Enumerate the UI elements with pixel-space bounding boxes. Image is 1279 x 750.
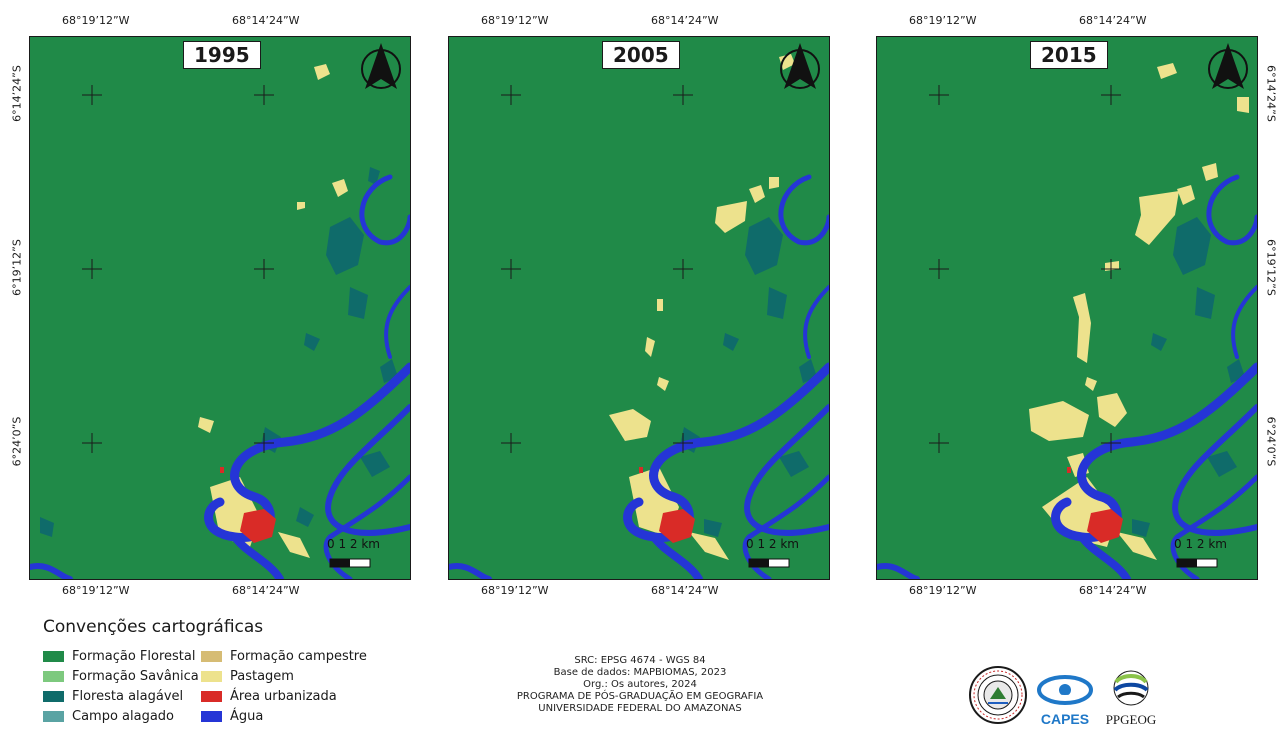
ppgeog-wordmark: PPGEOG	[1106, 712, 1157, 727]
scale-bar	[329, 558, 371, 568]
land-cover-map	[30, 37, 410, 579]
legend-swatch	[43, 690, 64, 702]
north-arrow-icon	[361, 43, 401, 89]
land-cover-map	[449, 37, 829, 579]
map-frame: 1995 0 1 2 km	[29, 36, 411, 580]
map-credits: SRC: EPSG 4674 - WGS 84 Base de dados: M…	[480, 655, 800, 715]
credit-database: Base de dados: MAPBIOMAS, 2023	[553, 667, 727, 678]
legend-item-campo-alagado: Campo alagado	[43, 707, 174, 725]
legend-swatch	[43, 710, 64, 722]
lon-label-top-2: 68°14’24”W	[1079, 14, 1147, 27]
legend-swatch	[43, 670, 64, 682]
legend-swatch	[201, 650, 222, 662]
legend-label: Formação Florestal	[72, 648, 196, 664]
legend-item-pastagem: Pastagem	[201, 667, 294, 685]
legend-label: Campo alagado	[72, 708, 175, 724]
map-panel-1995: 68°19’12”W 68°14’24”W	[11, 0, 449, 605]
legend-label: Formação Savânica	[72, 668, 199, 684]
lat-label-right-1: 6°14’24”S	[1264, 65, 1278, 122]
lon-label-bottom-1: 68°19’12”W	[909, 584, 977, 597]
legend-label: Área urbanizada	[230, 688, 337, 704]
lon-label-bottom-2: 68°14’24”W	[651, 584, 719, 597]
lon-label-bottom-1: 68°19’12”W	[62, 584, 130, 597]
legend-item-formacao-florestal: Formação Florestal	[43, 647, 195, 665]
map-frame: 2005 0 1 2 km	[448, 36, 830, 580]
lon-label-bottom-2: 68°14’24”W	[232, 584, 300, 597]
credit-program: PROGRAMA DE PÓS-GRADUAÇÃO EM GEOGRAFIA	[516, 691, 764, 702]
year-label: 2015	[1030, 41, 1108, 69]
lon-label-top-1: 68°19’12”W	[909, 14, 977, 27]
legend-swatch	[201, 710, 222, 722]
north-arrow-icon	[780, 43, 820, 89]
lon-label-bottom-2: 68°14’24”W	[1079, 584, 1147, 597]
legend-item-area-urbanizada: Área urbanizada	[201, 687, 337, 705]
scale-bar	[1176, 558, 1218, 568]
legend-item-floresta-alagavel: Floresta alagável	[43, 687, 183, 705]
scale-label: 0 1 2 km	[327, 537, 380, 551]
legend-title: Convenções cartográficas	[43, 617, 264, 637]
legend-label: Floresta alagável	[72, 688, 184, 704]
urban-area	[1087, 509, 1123, 543]
legend-item-agua: Água	[201, 707, 263, 725]
north-arrow-icon	[1208, 43, 1248, 89]
scale-label: 0 1 2 km	[1174, 537, 1227, 551]
legend-item-formacao-savanica: Formação Savânica	[43, 667, 199, 685]
legend-swatch	[43, 650, 64, 662]
lat-label-left-1: 6°14’24”S	[10, 65, 24, 122]
credit-src: SRC: EPSG 4674 - WGS 84	[574, 655, 706, 666]
scale-label: 0 1 2 km	[746, 537, 799, 551]
capes-wordmark: CAPES	[1041, 711, 1089, 727]
legend-label: Água	[230, 708, 264, 724]
urban-area	[240, 509, 276, 543]
legend-label: Pastagem	[230, 668, 294, 684]
ppgeog-logo: PPGEOG	[1098, 666, 1164, 732]
map-panel-2015: 68°19’12”W 68°14’24”W	[876, 0, 1279, 605]
lon-label-bottom-1: 68°19’12”W	[481, 584, 549, 597]
lat-label-left-2: 6°19’12”S	[10, 239, 24, 296]
capes-logo: CAPES	[1034, 668, 1096, 730]
credit-university: UNIVERSIDADE FEDERAL DO AMAZONAS	[538, 703, 742, 714]
lat-label-right-3: 6°24’0”S	[1264, 416, 1278, 467]
lon-label-top-2: 68°14’24”W	[651, 14, 719, 27]
legend-swatch	[201, 690, 222, 702]
map-panel-2005: 68°19’12”W 68°14’24”W	[448, 0, 868, 605]
lon-label-top-1: 68°19’12”W	[62, 14, 130, 27]
lon-label-top-2: 68°14’24”W	[232, 14, 300, 27]
university-seal-logo	[968, 665, 1028, 725]
urban-area	[659, 509, 695, 543]
year-label: 2005	[602, 41, 680, 69]
lat-label-left-3: 6°24’0”S	[10, 416, 24, 467]
scale-bar	[748, 558, 790, 568]
legend-item-formacao-campestre: Formação campestre	[201, 647, 367, 665]
land-cover-map	[877, 37, 1257, 579]
map-frame: 2015 0 1 2 km	[876, 36, 1258, 580]
lon-label-top-1: 68°19’12”W	[481, 14, 549, 27]
credit-org: Org.: Os autores, 2024	[583, 679, 697, 690]
year-label: 1995	[183, 41, 261, 69]
legend-swatch	[201, 670, 222, 682]
legend-label: Formação campestre	[230, 648, 367, 664]
lat-label-right-2: 6°19’12”S	[1264, 239, 1278, 296]
